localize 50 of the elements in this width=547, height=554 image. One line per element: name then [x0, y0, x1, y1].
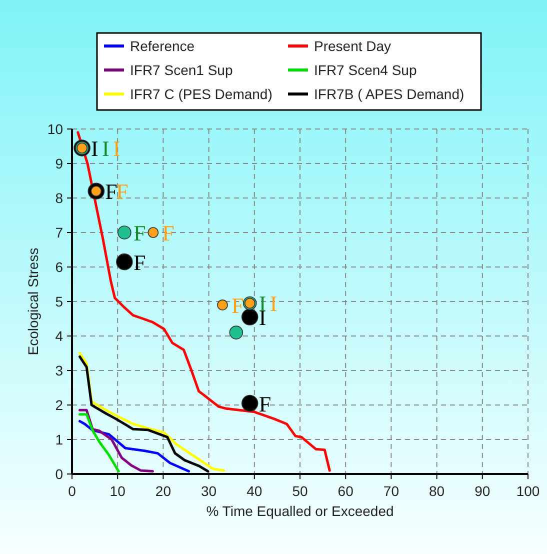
- y-tick-label: 8: [55, 190, 64, 206]
- data-label: I: [270, 291, 278, 316]
- x-tick-label: 80: [429, 483, 445, 499]
- x-tick-label: 10: [110, 483, 126, 499]
- x-tick-label: 70: [383, 483, 400, 499]
- x-tick-label: 40: [246, 483, 262, 499]
- legend-label: Present Day: [314, 38, 392, 54]
- x-tick-label: 60: [338, 483, 354, 499]
- x-tick-label: 50: [292, 483, 308, 499]
- y-tick-label: 0: [55, 466, 64, 482]
- data-label: F: [231, 292, 244, 318]
- data-label: F: [105, 179, 118, 204]
- y-tick-label: 1: [55, 432, 64, 448]
- legend-label: IFR7 C (PES Demand): [130, 86, 272, 102]
- point: [118, 226, 132, 240]
- legend-label: IFR7B ( APES Demand): [314, 86, 464, 102]
- y-tick-label: 2: [55, 397, 64, 413]
- data-label: I: [102, 136, 110, 161]
- point: [229, 326, 244, 340]
- x-tick-label: 0: [68, 483, 76, 499]
- point: [241, 308, 258, 326]
- data-label: I: [113, 136, 120, 161]
- x-tick-label: 20: [155, 483, 172, 499]
- data-label: F: [133, 220, 146, 246]
- x-tick-label: 30: [201, 483, 217, 499]
- legend-label: Reference: [130, 38, 195, 54]
- data-label: F: [162, 220, 174, 246]
- y-tick-label: 5: [55, 294, 64, 310]
- data-label: F: [258, 391, 272, 416]
- point: [116, 253, 133, 270]
- x-tick-label: 90: [474, 483, 490, 499]
- legend-label: IFR7 Scen1 Sup: [130, 62, 233, 78]
- y-axis-title: Ecological Stress: [25, 248, 41, 356]
- y-tick-label: 4: [55, 328, 64, 344]
- y-tick-label: 9: [55, 156, 64, 172]
- data-label: I: [91, 136, 98, 161]
- y-tick-label: 3: [55, 362, 64, 378]
- y-tick-label: 7: [55, 224, 64, 240]
- x-axis-title: % Time Equalled or Exceeded: [206, 503, 394, 519]
- y-tick-label: 6: [55, 259, 64, 275]
- y-tick-label: 10: [47, 121, 64, 137]
- data-label: F: [116, 179, 128, 204]
- legend-label: IFR7 Scen4 Sup: [314, 62, 417, 78]
- data-label: F: [133, 250, 146, 275]
- line-series: [78, 413, 120, 472]
- point: [148, 227, 159, 238]
- point: [241, 394, 258, 412]
- x-tick-label: 100: [516, 483, 540, 499]
- line-series: [76, 131, 331, 472]
- point: [217, 300, 228, 310]
